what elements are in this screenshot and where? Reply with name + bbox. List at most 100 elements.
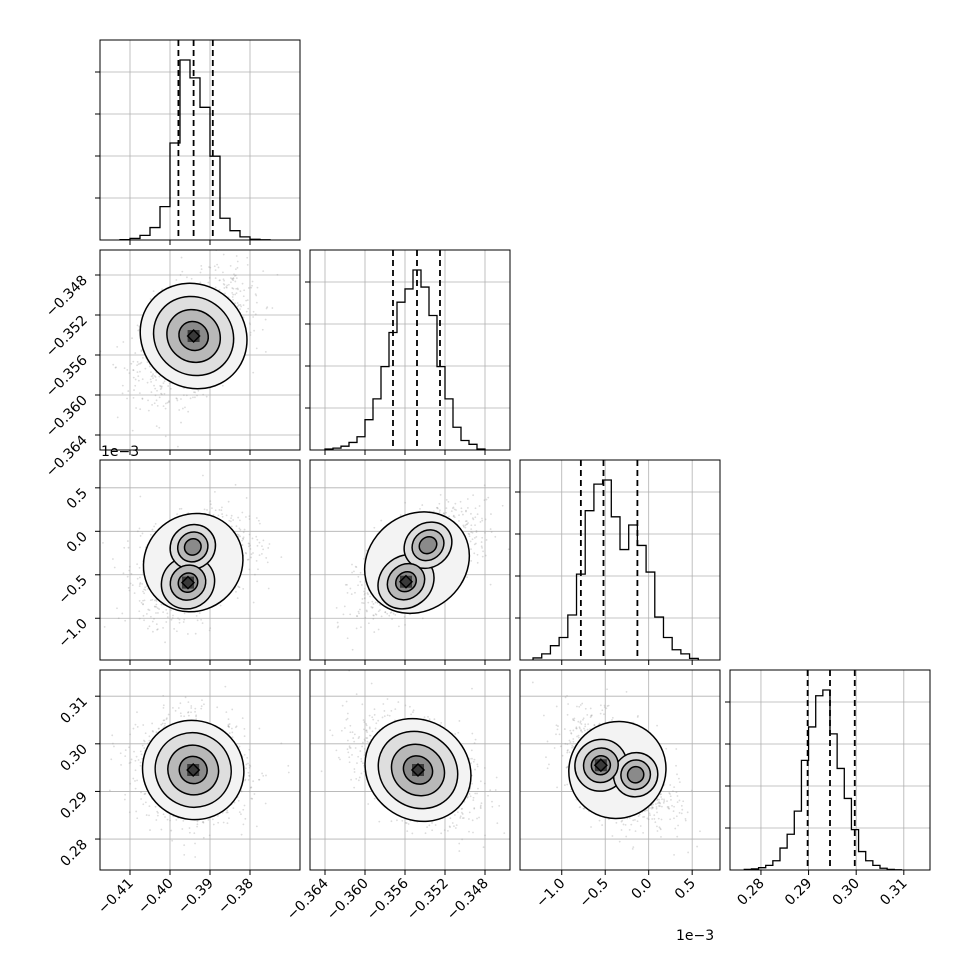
sample-point	[152, 377, 154, 380]
sample-point	[372, 603, 375, 605]
sample-point	[358, 612, 360, 615]
sample-point	[363, 590, 365, 593]
sample-point	[480, 541, 483, 543]
sample-point	[507, 548, 510, 551]
sample-point	[162, 626, 164, 629]
sample-point	[370, 605, 373, 608]
sample-point	[239, 528, 242, 531]
sample-point	[180, 256, 183, 259]
sample-point	[237, 534, 240, 536]
sample-point	[470, 528, 473, 531]
sample-point	[142, 614, 145, 617]
sample-point	[142, 603, 144, 606]
sample-point	[336, 626, 339, 629]
sample-point	[140, 601, 143, 604]
sample-point	[482, 550, 484, 553]
sample-point	[126, 575, 129, 578]
sample-point	[241, 282, 244, 285]
sample-point	[151, 722, 154, 725]
sample-point	[251, 284, 253, 287]
sample-point	[351, 571, 353, 574]
sample-point	[126, 368, 129, 371]
sample-point	[142, 803, 145, 806]
sample-point	[228, 519, 231, 522]
sample-point	[154, 387, 157, 390]
sample-point	[481, 555, 484, 558]
sample-point	[233, 274, 236, 277]
sample-point	[487, 496, 490, 499]
sample-point	[248, 764, 251, 767]
histogram-panel-1	[305, 249, 511, 451]
sample-point	[483, 484, 486, 487]
sample-point	[146, 361, 149, 364]
density-peak-contour	[398, 574, 414, 589]
sample-point	[149, 378, 152, 381]
joint-panel-0-2	[99, 459, 301, 661]
sample-point	[134, 787, 137, 790]
sample-point	[136, 371, 139, 374]
sample-point	[165, 621, 168, 623]
sample-point	[225, 286, 228, 288]
sample-point	[475, 531, 478, 533]
sample-point	[187, 701, 190, 704]
sample-point	[153, 605, 156, 608]
sample-point	[133, 592, 136, 595]
sample-point	[230, 517, 232, 520]
sample-point	[476, 553, 479, 556]
sample-point	[466, 506, 469, 509]
sample-point	[151, 528, 154, 531]
sample-point	[208, 629, 211, 632]
sample-point	[225, 514, 228, 517]
sample-point	[475, 529, 478, 532]
sample-point	[238, 586, 240, 588]
sample-point	[123, 367, 126, 370]
sample-point	[211, 507, 213, 509]
sample-point	[398, 625, 400, 628]
sample-point	[233, 801, 236, 804]
sample-point	[227, 723, 230, 726]
panel-frame	[729, 669, 931, 871]
sample-point	[355, 627, 358, 630]
sample-point	[262, 548, 265, 551]
sample-point	[195, 614, 198, 617]
sample-point	[147, 742, 149, 745]
sample-point	[360, 584, 363, 586]
sample-point	[489, 528, 492, 530]
sample-point	[150, 380, 152, 383]
sample-point	[134, 769, 137, 772]
sample-point	[472, 494, 475, 497]
sample-point	[138, 576, 141, 579]
sample-point	[361, 601, 363, 604]
sample-point	[176, 445, 179, 448]
sample-point	[481, 517, 483, 520]
sample-point	[163, 380, 166, 383]
sample-point	[467, 532, 470, 535]
sample-point	[445, 507, 448, 510]
sample-point	[228, 723, 231, 725]
sample-point	[471, 538, 474, 541]
sample-point	[163, 392, 166, 395]
sample-point	[208, 277, 211, 279]
sample-point	[148, 739, 151, 742]
sample-point	[258, 727, 261, 730]
sample-point	[162, 382, 165, 385]
sample-point	[126, 397, 128, 400]
sample-point	[197, 389, 200, 392]
sample-point	[166, 612, 169, 615]
sample-point	[153, 402, 156, 405]
sample-point	[151, 375, 154, 377]
sample-point	[214, 286, 217, 289]
sample-point	[452, 506, 455, 509]
sample-point	[141, 397, 144, 400]
sample-point	[241, 717, 244, 720]
sample-point	[171, 839, 174, 842]
sample-point	[111, 742, 114, 745]
sample-point	[222, 271, 224, 274]
sample-point	[256, 286, 259, 289]
sample-point	[363, 593, 366, 596]
sample-point	[403, 615, 406, 618]
sample-point	[161, 288, 164, 291]
sample-point	[471, 531, 474, 534]
sample-point	[252, 371, 255, 374]
sample-point	[198, 612, 201, 614]
